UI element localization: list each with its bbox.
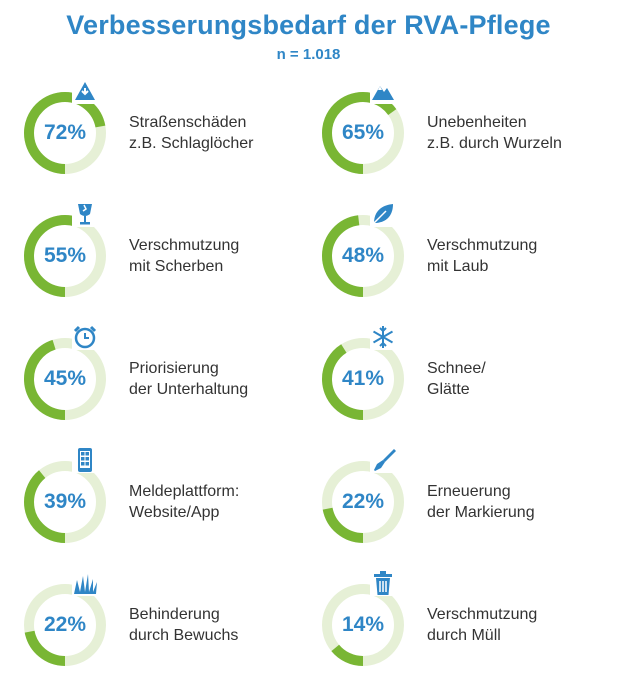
donut-svg [322,338,404,420]
chart-subtitle: n = 1.018 [276,46,341,63]
category-label: Straßenschäden z.B. Schlaglöcher [129,112,309,154]
category-label-line2: der Unterhaltung [129,381,249,398]
donut-value-arc [322,215,404,297]
donut-value-arc [322,92,404,174]
donut-value-label: 14% [341,613,385,636]
donut-item: 22% Behinderung durch Bewuchs [22,570,312,682]
donut-item: 45% Priorisierung der Unterhaltung [22,324,312,436]
category-label-line2: mit Laub [427,258,489,275]
donut-ring [320,90,406,176]
donut-svg [24,92,106,174]
mountain-icon [370,78,396,104]
donut-svg [322,215,404,297]
donut-value-label: 45% [43,367,87,390]
trash-can-icon [370,570,396,596]
donut-item: 48% Verschmutzung mit Laub [320,201,610,313]
broken-glass-icon [72,201,98,227]
donut-svg [322,461,404,543]
category-label-line1: Erneuerung [427,483,511,500]
donut-item: 55% Verschmutzung mit Scherben [22,201,312,313]
snowflake-icon [370,324,396,350]
category-label-line2: durch Bewuchs [129,627,239,644]
category-label: Schnee/Glätte [427,358,607,400]
smartphone-icon [72,447,98,473]
donut-svg [322,584,404,666]
donut-value-label: 72% [43,121,87,144]
donut-svg [24,338,106,420]
category-label-line2: Glätte [427,381,470,398]
donut-value-arc [24,338,106,420]
category-label-line1: Meldeplattform: [129,483,240,500]
donut-value-label: 65% [341,121,385,144]
paintbrush-icon [370,447,396,473]
donut-value-arc [24,215,106,297]
category-label: Verschmutzung durch Müll [427,604,607,646]
donut-ring [320,582,406,668]
category-label-line2: z.B. durch Wurzeln [427,135,562,152]
grass-icon [72,570,98,596]
donut-value-arc [322,584,404,666]
donut-value-arc [322,338,404,420]
donut-svg [24,215,106,297]
category-label-line1: Behinderung [129,606,220,623]
donut-value-label: 48% [341,244,385,267]
donut-item: 39% Meldeplattform: Website/App [22,447,312,559]
donut-ring [22,336,108,422]
donut-item: 72% Straßenschäden z.B. Schlaglöcher [22,78,312,190]
category-label-line2: mit Scherben [129,258,224,275]
donut-ring [22,459,108,545]
category-label: Meldeplattform: Website/App [129,481,309,523]
donut-value-label: 39% [43,490,87,513]
donut-ring [320,459,406,545]
category-label-line2: durch Müll [427,627,501,644]
donut-item: 41% Schnee/Glätte [320,324,610,436]
donut-item: 14% Verschmutzung durch Müll [320,570,610,682]
leaf-icon [370,201,396,227]
pothole-icon [72,78,98,104]
category-label-line1: Verschmutzung [129,237,240,254]
donut-value-arc [24,92,106,174]
category-label: Behinderung durch Bewuchs [129,604,309,646]
donut-value-arc [24,584,106,666]
donut-item: 65% Unebenheiten z.B. durch Wurzeln [320,78,610,190]
donut-ring [22,582,108,668]
category-label-line1: Straßenschäden [129,114,247,131]
category-label-line2: z.B. Schlaglöcher [129,135,254,152]
category-label-line1: Priorisierung [129,360,219,377]
category-label-line1: Schnee/ [427,360,486,377]
donut-ring [320,336,406,422]
donut-value-arc [322,461,404,543]
chart-title: Verbesserungsbedarf der RVA-Pflege [66,10,551,40]
alarm-clock-icon [72,324,98,350]
category-label: Unebenheiten z.B. durch Wurzeln [427,112,607,154]
donut-svg [24,461,106,543]
donut-svg [24,584,106,666]
category-label-line1: Verschmutzung [427,237,538,254]
category-label: Priorisierung der Unterhaltung [129,358,309,400]
category-label: Verschmutzung mit Laub [427,235,607,277]
category-label-line2: der Markierung [427,504,535,521]
donut-item: 22% Erneuerung der Markierung [320,447,610,559]
donut-value-label: 22% [43,613,87,636]
donut-ring [320,213,406,299]
category-label: Erneuerung der Markierung [427,481,607,523]
donut-value-arc [24,461,106,543]
category-label-line2: Website/App [129,504,220,521]
donut-svg [322,92,404,174]
donut-ring [22,90,108,176]
category-label: Verschmutzung mit Scherben [129,235,309,277]
donut-value-label: 55% [43,244,87,267]
donut-value-label: 22% [341,490,385,513]
category-label-line1: Verschmutzung [427,606,538,623]
donut-ring [22,213,108,299]
donut-value-label: 41% [341,367,385,390]
category-label-line1: Unebenheiten [427,114,527,131]
